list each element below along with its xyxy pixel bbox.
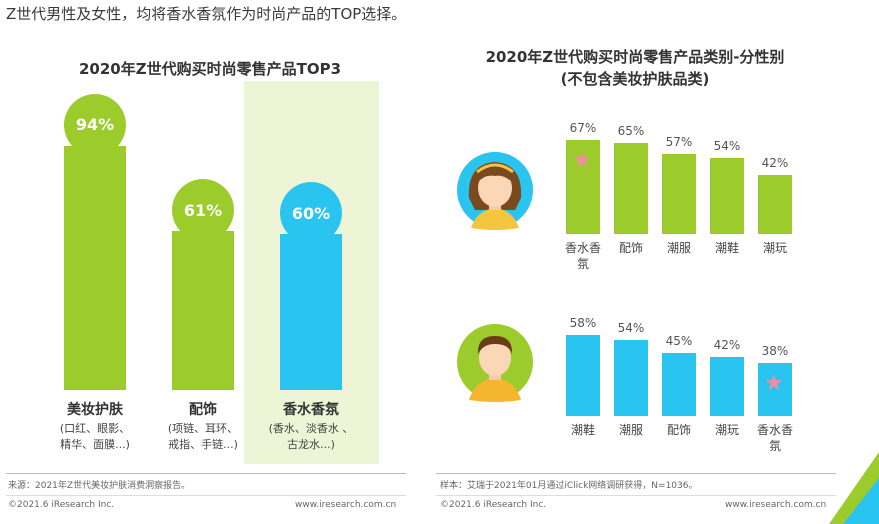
right-bar xyxy=(566,334,600,416)
right-value-label: 58% xyxy=(569,315,597,330)
left-category-note: (项链、耳环、 xyxy=(167,422,239,435)
left-divider-2 xyxy=(6,495,406,496)
right-divider xyxy=(436,473,836,474)
right-category-label: 潮玩 xyxy=(714,423,739,437)
right-chart-subtitle: (不包含美妆护肤品类) xyxy=(560,70,710,88)
right-category-label: 配饰 xyxy=(666,423,691,437)
right-category-label: 潮玩 xyxy=(762,241,787,255)
right-bar xyxy=(614,143,648,234)
right-bar xyxy=(662,154,696,234)
left-source: 来源：2021年Z世代美妆护肤消费洞察报告。 xyxy=(8,481,191,491)
left-category-label: 香水香氛 xyxy=(283,402,339,418)
right-chart-title: 2020年Z世代购买时尚零售产品类别-分性别 xyxy=(485,48,785,66)
left-category-note: 戒指、手链...) xyxy=(168,438,238,451)
right-category-label: 潮服 xyxy=(618,423,643,437)
right-value-label: 38% xyxy=(761,343,789,358)
left-category-note: (口红、眼影、 xyxy=(59,422,131,435)
right-category-label: 潮鞋 xyxy=(570,423,595,437)
right-category-label: 潮鞋 xyxy=(714,241,739,255)
left-copyright: ©2021.6 iResearch Inc. xyxy=(8,500,115,510)
right-bar xyxy=(710,357,744,416)
star-icon: ★ xyxy=(572,148,592,174)
left-category-note: 古龙水...) xyxy=(287,438,335,451)
right-sample-note: 样本：艾瑞于2021年01月通过iClick网络调研获得，N=1036。 xyxy=(440,481,698,491)
corner-decoration xyxy=(829,452,879,524)
left-category-label: 美妆护肤 xyxy=(67,402,123,418)
right-category-label: 香水香氛 xyxy=(565,241,602,271)
right-value-label: 67% xyxy=(569,121,597,136)
left-value-label: 61% xyxy=(172,179,234,242)
right-category-label: 潮服 xyxy=(666,241,691,255)
left-category-note: (香水、淡香水 、 xyxy=(268,422,354,435)
right-value-label: 57% xyxy=(665,135,693,150)
left-bar xyxy=(64,145,126,390)
left-category-label: 配饰 xyxy=(189,402,217,418)
right-value-label: 45% xyxy=(665,334,693,348)
right-website: www.iresearch.com.cn xyxy=(725,500,827,510)
male-avatar-icon xyxy=(457,324,533,402)
left-chart-title: 2020年Z世代购买时尚零售产品TOP3 xyxy=(78,60,342,78)
left-divider xyxy=(6,473,406,474)
right-value-label: 65% xyxy=(617,124,645,138)
left-website: www.iresearch.com.cn xyxy=(295,500,397,510)
right-bar xyxy=(758,362,792,416)
right-bar xyxy=(758,175,792,234)
right-value-label: 54% xyxy=(617,321,645,336)
right-bar xyxy=(710,158,744,234)
right-bar xyxy=(566,140,600,234)
right-category-label: 香水香氛 xyxy=(757,423,794,453)
left-value-label: 60% xyxy=(280,182,342,244)
right-divider-2 xyxy=(436,495,836,496)
right-copyright: ©2021.6 iResearch Inc. xyxy=(440,500,547,510)
right-bar xyxy=(662,353,696,416)
left-category-note: 精华、面膜...) xyxy=(60,438,130,451)
female-avatar-icon xyxy=(457,152,533,230)
right-category-label: 配饰 xyxy=(618,241,643,255)
headline: Z世代男性及女性，均将香水香氛作为时尚产品的TOP选择。 xyxy=(6,5,407,23)
star-icon: ★ xyxy=(764,370,784,396)
right-value-label: 42% xyxy=(713,338,741,353)
right-value-label: 42% xyxy=(761,156,789,171)
right-bar xyxy=(614,340,648,416)
left-value-label: 94% xyxy=(64,93,126,156)
left-bar xyxy=(172,231,234,390)
right-value-label: 54% xyxy=(713,139,741,154)
left-bar xyxy=(280,234,342,390)
